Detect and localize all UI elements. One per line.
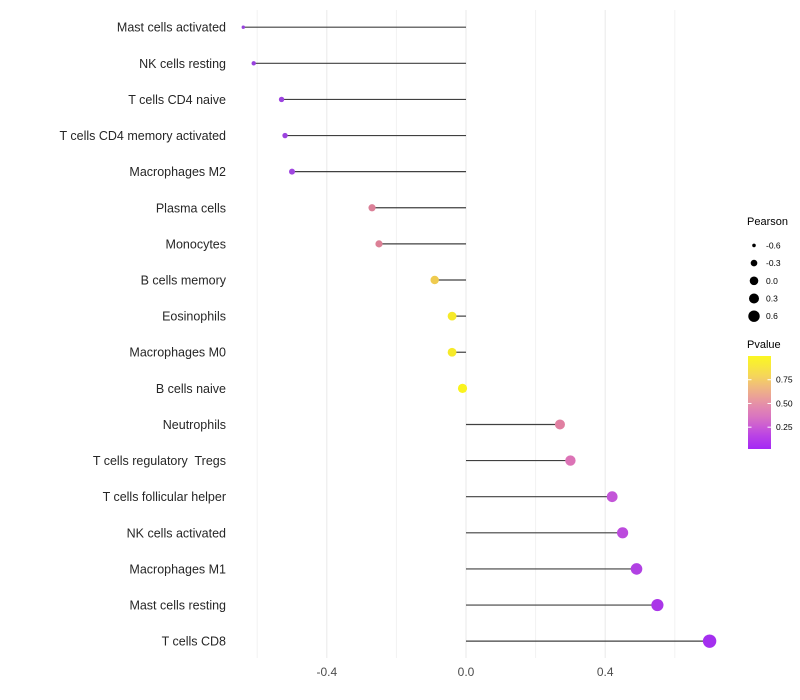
y-axis-label: NK cells activated: [127, 526, 226, 540]
pearson-legend-dot: [752, 243, 756, 248]
lollipop-dot: [241, 25, 245, 29]
lollipop-dot: [368, 204, 376, 212]
x-tick-label: 0.4: [597, 665, 614, 679]
y-axis-label: NK cells resting: [139, 57, 226, 71]
pearson-legend-label: 0.0: [766, 276, 778, 286]
y-axis-label: T cells regulatory Tregs: [93, 454, 226, 468]
lollipop-dot: [606, 491, 618, 503]
pearson-legend-label: 0.3: [766, 294, 778, 304]
lollipop-dot: [617, 527, 629, 539]
y-axis-label: T cells CD8: [162, 635, 226, 649]
pvalue-tick-label: 0.75: [776, 375, 793, 385]
pearson-legend-dot: [749, 293, 759, 304]
pvalue-tick-label: 0.25: [776, 422, 793, 432]
y-axis-label: Macrophages M0: [129, 346, 226, 360]
pearson-legend-label: -0.6: [766, 240, 781, 250]
y-axis-label: B cells naive: [156, 382, 226, 396]
pvalue-colorbar: [748, 356, 771, 449]
lollipop-dot: [430, 275, 439, 285]
y-axis-label: Eosinophils: [162, 310, 226, 324]
y-axis-label: Monocytes: [166, 237, 226, 251]
pearson-legend-dot: [748, 310, 760, 322]
lollipop-dot: [282, 132, 288, 139]
lollipop-dot: [278, 96, 285, 103]
pvalue-colorbar-ticks: 0.75 0.50 0.25: [748, 375, 793, 432]
y-axis-label: T cells CD4 naive: [128, 93, 226, 107]
pearson-legend-items: -0.6 -0.3 0.0 0.3 0.6: [748, 240, 781, 322]
x-tick-label: -0.4: [316, 665, 337, 679]
x-tick-label: 0.0: [458, 665, 475, 679]
pvalue-legend-title: Pvalue: [747, 339, 781, 351]
legend-group: Pearson -0.6 -0.3 0.0 0.3 0.6 Pvalue 0.75 0.5…: [747, 216, 793, 449]
lollipop-dot: [554, 419, 565, 430]
pearson-legend-title: Pearson: [747, 216, 788, 228]
lollipop-dot: [565, 455, 576, 466]
lollipop-rows-group: Mast cells activated NK cells resting T ce…: [60, 21, 717, 649]
y-axis-label: Mast cells activated: [117, 21, 226, 35]
lollipop-dot: [375, 240, 383, 248]
pearson-legend-label: -0.3: [766, 258, 781, 268]
lollipop-dot: [702, 634, 717, 648]
y-axis-label: B cells memory: [141, 274, 227, 288]
y-axis-label: T cells follicular helper: [103, 490, 226, 504]
y-axis-label: Plasma cells: [156, 201, 226, 215]
y-axis-label: Mast cells resting: [129, 599, 226, 613]
lollipop-dot: [457, 383, 468, 393]
y-axis-label: Neutrophils: [163, 418, 226, 432]
lollipop-dot: [651, 598, 664, 612]
lollipop-dot: [251, 61, 256, 66]
lollipop-dot: [630, 563, 643, 575]
lollipop-dot: [447, 347, 457, 357]
lollipop-dot: [447, 311, 457, 321]
pearson-legend-dot: [749, 276, 759, 286]
y-axis-label: Macrophages M2: [129, 165, 226, 179]
lollipop-dot: [289, 168, 295, 175]
gridlines-group: [256, 10, 676, 658]
y-axis-label: Macrophages M1: [129, 562, 226, 576]
pvalue-tick-label: 0.50: [776, 398, 793, 408]
pearson-legend-dot: [750, 259, 758, 267]
y-axis-label: T cells CD4 memory activated: [60, 129, 227, 143]
x-axis-group: -0.4 0.0 0.4: [316, 665, 613, 679]
pearson-legend-label: 0.6: [766, 311, 778, 321]
